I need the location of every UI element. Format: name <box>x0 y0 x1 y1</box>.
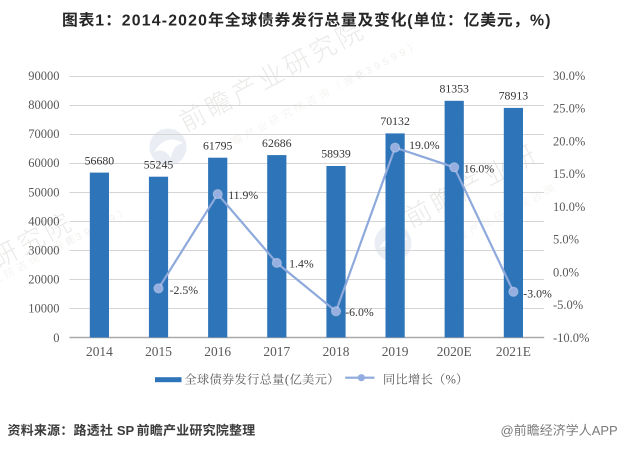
svg-text:30.0%: 30.0% <box>553 69 585 83</box>
svg-text:APP: APP <box>592 423 618 438</box>
svg-text:61795: 61795 <box>203 138 233 152</box>
svg-text:10000: 10000 <box>28 302 59 316</box>
svg-text:2021E: 2021E <box>496 344 531 359</box>
svg-text:62686: 62686 <box>262 136 292 150</box>
svg-text:90000: 90000 <box>28 69 59 83</box>
svg-text:19.0%: 19.0% <box>409 138 440 152</box>
svg-text:(: ( <box>285 373 289 387</box>
svg-text:1: 1 <box>95 12 104 29</box>
svg-text:2015: 2015 <box>145 344 172 359</box>
svg-text:-2.5%: -2.5% <box>170 283 199 297</box>
svg-text:50000: 50000 <box>28 185 59 199</box>
svg-text:16.0%: 16.0% <box>464 162 495 176</box>
svg-text:5.0%: 5.0% <box>553 233 579 247</box>
svg-text:60000: 60000 <box>28 156 59 170</box>
svg-text:-6.0%: -6.0% <box>345 305 374 319</box>
svg-text:56680: 56680 <box>85 153 115 167</box>
svg-text:2014-2020: 2014-2020 <box>122 12 208 29</box>
svg-text:0.0%: 0.0% <box>553 265 579 279</box>
svg-text:2014: 2014 <box>86 344 113 359</box>
svg-text:2019: 2019 <box>382 344 409 359</box>
svg-text:10.0%: 10.0% <box>553 200 585 214</box>
svg-text:0: 0 <box>53 331 59 345</box>
svg-text:70000: 70000 <box>28 127 59 141</box>
svg-text:25.0%: 25.0% <box>553 102 585 116</box>
svg-text:11.9%: 11.9% <box>228 188 258 202</box>
svg-text:2020E: 2020E <box>437 344 472 359</box>
svg-text:-10.0%: -10.0% <box>553 331 589 345</box>
svg-text:81353: 81353 <box>439 82 469 96</box>
svg-text:%): %) <box>530 12 552 29</box>
svg-text:SP: SP <box>117 423 135 438</box>
svg-text:20000: 20000 <box>28 273 59 287</box>
svg-text:1.4%: 1.4% <box>289 257 314 271</box>
svg-text:2016: 2016 <box>204 344 231 359</box>
svg-text:30000: 30000 <box>28 244 59 258</box>
svg-text:80000: 80000 <box>28 98 59 112</box>
svg-text:2018: 2018 <box>323 344 350 359</box>
svg-text:58939: 58939 <box>321 147 351 161</box>
svg-text:-5.0%: -5.0% <box>553 298 583 312</box>
svg-text:%: % <box>446 373 456 387</box>
svg-text:2017: 2017 <box>263 344 290 359</box>
svg-text:-3.0%: -3.0% <box>523 287 552 301</box>
svg-text:(: ( <box>407 12 413 29</box>
svg-text:20.0%: 20.0% <box>553 134 585 148</box>
svg-text:40000: 40000 <box>28 214 59 228</box>
svg-text:70132: 70132 <box>380 114 410 128</box>
svg-text:78913: 78913 <box>499 89 529 103</box>
svg-text:15.0%: 15.0% <box>553 167 585 181</box>
svg-text:55245: 55245 <box>144 157 174 171</box>
svg-text:@: @ <box>501 423 514 438</box>
